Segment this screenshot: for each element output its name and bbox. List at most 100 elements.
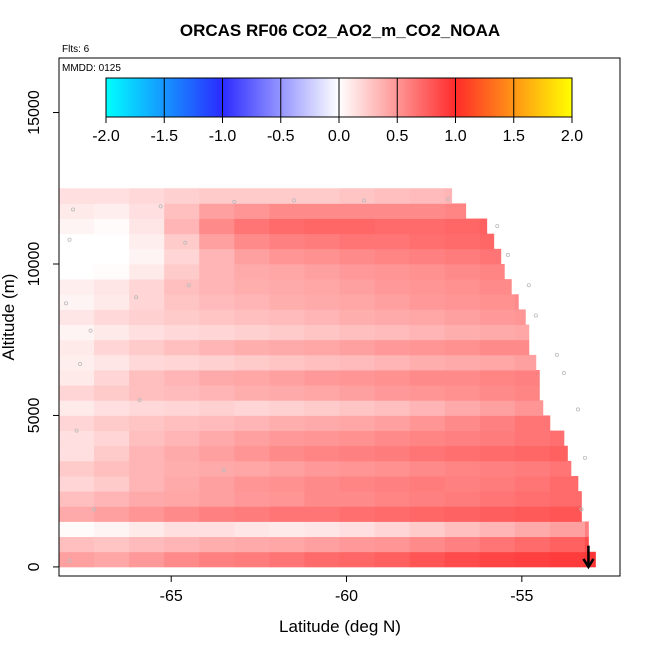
heatmap-cell [514,460,551,477]
heatmap-cell [199,445,235,462]
y-axis-label: Altitude (m) [0,274,18,361]
heatmap-cell [549,551,586,568]
heatmap-cell [409,324,446,341]
heatmap-cell [129,203,165,219]
heatmap-cell [304,400,340,416]
heatmap-cell [444,263,481,280]
heatmap-cell [444,415,481,431]
heatmap-cell [59,476,95,492]
heatmap-cell [59,385,95,401]
heatmap-cell [514,324,530,341]
colorbar-tick-label: -1.0 [209,128,237,145]
heatmap-cell [549,430,565,447]
heatmap-cell [234,248,270,265]
colorbar-tick-label: -1.5 [150,128,178,145]
heatmap-cell [59,218,95,235]
colorbar-tick-label: 0.0 [328,128,350,145]
heatmap-cell [269,460,305,477]
heatmap-cell [339,188,375,204]
heatmap-cell [444,218,481,235]
flight-track-marker [446,196,451,201]
heatmap-cell [129,279,165,295]
flight-track-marker [533,313,538,318]
heatmap-cell [374,263,411,280]
x-axis-label: Latitude (deg N) [279,617,401,636]
heatmap-cell [514,400,544,416]
heatmap-cell [234,445,270,462]
heatmap-cell [339,506,375,522]
heatmap-cell [59,536,95,553]
heatmap-cell [479,551,516,568]
heatmap-cell [94,536,130,553]
heatmap-cell [444,551,481,568]
heatmap-cell [374,354,411,371]
flight-track-marker [88,328,93,333]
heatmap-cell [304,203,340,219]
heatmap-cell [129,324,165,341]
y-tick-label: 15000 [26,90,43,135]
heatmap-cell [129,491,165,507]
heatmap-cell [164,506,200,522]
heatmap-cell [339,233,375,250]
heatmap-cell [164,324,200,341]
heatmap-cell [234,460,270,477]
heatmap-cell [339,536,375,553]
heatmap-cell [129,233,165,250]
heatmap-cell [374,279,411,295]
heatmap-cell [94,339,130,356]
arrow-head [582,558,595,570]
heatmap-cell [479,279,512,295]
flight-track-marker [158,204,163,209]
heatmap-cell [339,491,375,507]
heatmap-cell [409,506,446,522]
heatmap-cell [234,476,270,492]
heatmap-cell [164,445,200,462]
heatmap-cell [59,339,95,356]
flight-track-marker [186,283,191,288]
flight-track-marker [505,252,510,257]
heatmap-cell [374,415,411,431]
heatmap-cell [444,506,481,522]
heatmap-cell [59,370,95,386]
heatmap-cell [269,506,305,522]
heatmap-cell [514,339,530,356]
heatmap-cell [269,415,305,431]
heatmap-cell [304,491,340,507]
heatmap-cell [199,370,235,386]
heatmap-cell [94,491,130,507]
heatmap-cell [339,430,375,447]
heatmap-cell [129,218,165,235]
heatmap-cell [444,400,481,416]
heatmap-cell [129,536,165,553]
heatmap-cell [269,476,305,492]
heatmap-cell [269,354,305,371]
heatmap-cell [234,309,270,325]
heatmap-cell [409,294,446,310]
heatmap-cell [409,415,446,431]
heatmap-cell [59,460,95,477]
colorbar-tick-label: -0.5 [267,128,295,145]
flight-track-marker [579,507,584,512]
heatmap-cell [339,460,375,477]
flight-track-marker [362,198,367,203]
heatmap-cell [374,309,411,325]
heatmap-cell [59,430,95,447]
heatmap-cell [199,400,235,416]
heatmap-cell [94,460,130,477]
heatmap-cell [339,279,375,295]
flight-track-marker [92,507,97,512]
flight-track-marker [71,207,76,212]
heatmap-cell [234,385,270,401]
heatmap-cell [374,460,411,477]
heatmap-cell [59,506,95,522]
heatmap-cell [164,354,200,371]
heatmap-cell [269,248,305,265]
heatmap-cell [374,248,411,265]
heatmap-cell [479,324,516,341]
heatmap-cell [199,203,235,219]
heatmap-cell [479,385,516,401]
heatmap-cell [339,415,375,431]
flight-track-marker [134,295,139,300]
heatmap-cell [234,263,270,280]
